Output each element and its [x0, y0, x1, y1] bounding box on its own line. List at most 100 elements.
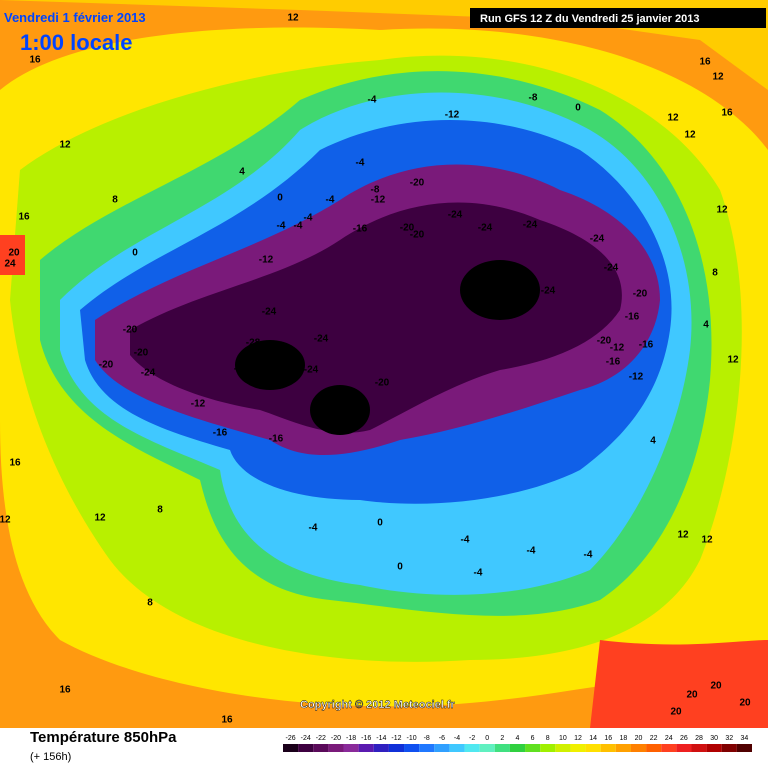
contour-label: -4 — [294, 221, 303, 232]
contour-label: 8 — [712, 268, 718, 279]
contour-label: 12 — [94, 513, 106, 524]
colorbar-label: -26 — [286, 735, 296, 742]
contour-label: -28 — [349, 399, 364, 410]
colorbar-label: -24 — [301, 735, 311, 742]
colorbar-label: 18 — [620, 735, 628, 742]
contour-label: -12 — [371, 195, 386, 206]
contour-label: -12 — [191, 399, 206, 410]
contour-label: 4 — [239, 167, 245, 178]
colorbar-swatch — [615, 744, 631, 752]
contour-label: -12 — [629, 372, 644, 383]
copyright: Copyright © 2012 Meteociel.fr — [300, 699, 456, 711]
contour-label: -4 — [356, 158, 365, 169]
colorbar-label: 16 — [604, 735, 612, 742]
contour-label: 16 — [18, 212, 30, 223]
contour-label: 20 — [739, 698, 751, 709]
contour-label: -4 — [309, 523, 318, 534]
contour-label: 12 — [701, 535, 713, 546]
contour-label: -24 — [304, 365, 319, 376]
contour-label: -12 — [610, 343, 625, 354]
contour-label: -24 — [141, 368, 156, 379]
contour-label: -28 — [276, 371, 291, 382]
colorbar-label: -20 — [331, 735, 341, 742]
colorbar-label: -8 — [424, 735, 430, 742]
colorbar-swatch — [283, 744, 299, 752]
colorbar-label: 32 — [725, 735, 733, 742]
contour-label: 12 — [716, 205, 728, 216]
contour-label: -28 — [234, 364, 249, 375]
colorbar-swatch — [404, 744, 420, 752]
contour-label: -28 — [501, 262, 516, 273]
contour-label: 0 — [132, 248, 138, 259]
contour-label: 0 — [377, 518, 383, 529]
colorbar-swatch — [585, 744, 601, 752]
hot-zone — [0, 235, 25, 275]
contour-label: -4 — [474, 568, 483, 579]
colorbar-label: 10 — [559, 735, 567, 742]
contour-label: -16 — [625, 312, 640, 323]
contour-label: -8 — [529, 93, 538, 104]
contour-label: -16 — [353, 224, 368, 235]
contour-label: 16 — [29, 55, 41, 66]
colorbar-swatch — [419, 744, 435, 752]
cold-core — [235, 340, 305, 390]
contour-label: 20 — [670, 707, 682, 718]
colorbar-swatch — [298, 744, 314, 752]
contour-label: -4 — [527, 546, 536, 557]
contour-label: -32 — [491, 291, 506, 302]
contour-label: -20 — [134, 348, 149, 359]
contour-label: 24 — [4, 259, 16, 270]
colorbar-swatch — [358, 744, 374, 752]
colorbar-swatch — [676, 744, 692, 752]
colorbar: -26 -24 -22 -20 -18 -16 -14 -12 -10 -8 -6 -4 -2 0 2 4 6 8… — [283, 735, 752, 752]
local-time: 1:00 locale — [20, 30, 133, 55]
contour-label: 16 — [9, 458, 21, 469]
contour-label: 16 — [721, 108, 733, 119]
colorbar-label: -6 — [439, 735, 445, 742]
contour-label: -24 — [448, 210, 463, 221]
colorbar-label: 0 — [485, 735, 489, 742]
contour-label: -28 — [263, 353, 278, 364]
contour-label: 16 — [59, 685, 71, 696]
contour-label: -24 — [314, 334, 329, 345]
colorbar-swatch — [434, 744, 450, 752]
colorbar-label: -14 — [376, 735, 386, 742]
lead-time: (+ 156h) — [30, 751, 71, 763]
contour-label: -16 — [639, 340, 654, 351]
colorbar-label: 24 — [665, 735, 673, 742]
colorbar-swatch — [555, 744, 571, 752]
colorbar-label: -22 — [316, 735, 326, 742]
contour-label: -16 — [269, 434, 284, 445]
contour-label: 12 — [677, 530, 689, 541]
contour-label: -16 — [213, 428, 228, 439]
contour-label: -4 — [304, 213, 313, 224]
colorbar-swatch — [736, 744, 752, 752]
contour-label: -20 — [633, 289, 648, 300]
colorbar-swatch — [691, 744, 707, 752]
colorbar-swatch — [509, 744, 526, 752]
run-info: Run GFS 12 Z du Vendredi 25 janvier 2013 — [480, 13, 699, 25]
colorbar-label: 2 — [500, 735, 504, 742]
contour-label: -24 — [590, 234, 605, 245]
colorbar-swatch — [646, 744, 662, 752]
contour-label: -8 — [371, 185, 380, 196]
contour-labels: 1216124-4-12-801216161212-4-8-12-4-4-4-4… — [0, 13, 751, 726]
contour-label: -20 — [123, 325, 138, 336]
contour-label: -24 — [541, 286, 556, 297]
contour-label: -20 — [400, 223, 415, 234]
colorbar-swatch — [600, 744, 616, 752]
contour-label: -24 — [523, 220, 538, 231]
contour-label: -20 — [375, 378, 390, 389]
contour-label: -12 — [259, 255, 274, 266]
cold-core — [460, 260, 540, 320]
contour-label: 0 — [277, 193, 283, 204]
run-box — [470, 8, 766, 28]
colorbar-label: -18 — [346, 735, 356, 742]
contour-label: 12 — [727, 355, 739, 366]
colorbar-swatch — [540, 744, 556, 752]
contour-label: 12 — [684, 130, 696, 141]
colorbar-swatch — [464, 744, 480, 752]
colorbar-swatch — [343, 744, 359, 752]
contour-label: -20 — [410, 230, 425, 241]
